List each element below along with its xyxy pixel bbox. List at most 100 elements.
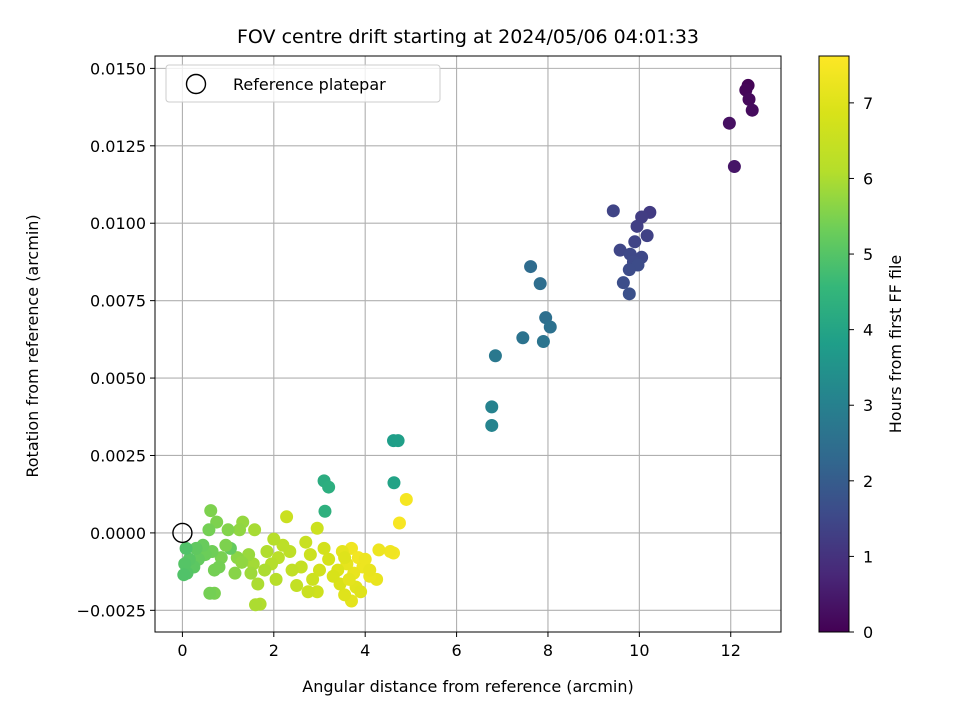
scatter-point [392,516,406,530]
scatter-point [742,92,756,106]
scatter-point [338,551,352,565]
y-tick-label: −0.0025 [77,601,146,620]
scatter-point [485,418,499,432]
x-tick-label: 0 [177,641,187,660]
scatter-point [613,243,627,257]
plot-frame [154,55,782,633]
data-points [172,78,759,612]
scatter-point [290,579,304,593]
x-tick-label: 8 [543,641,553,660]
scatter-point [202,523,216,537]
legend-box [165,64,441,103]
scatter-point [267,532,281,546]
scatter-point [387,476,401,490]
scatter-point [488,349,502,363]
scatter-point [372,543,386,557]
scatter-point [177,568,191,582]
scatter-point [244,566,258,580]
scatter-point [536,335,550,349]
scatter-point [628,235,642,249]
scatter-point [358,552,372,566]
y-axis-label: Rotation from reference (arcmin) [23,214,42,477]
colorbar-tick-label: 0 [863,623,873,642]
scatter-point [640,229,654,243]
x-tick-label: 12 [721,641,741,660]
scatter-point [533,277,547,291]
scatter-point [310,521,324,535]
colorbar: 0 1 2 3 4 5 6 7 [818,55,873,642]
scatter-point [260,544,274,558]
scatter-point [258,563,272,577]
scatter-point [543,320,557,334]
scatter-point [317,541,331,555]
legend: Reference platepar [165,64,441,103]
chart-title: FOV centre drift starting at 2024/05/06 … [237,26,699,48]
scatter-point [235,555,249,569]
y-tick-label: 0.0075 [90,292,146,311]
scatter-point [338,588,352,602]
scatter-point [622,287,636,301]
scatter-point [745,103,759,117]
scatter-point [318,504,332,518]
grid [155,56,781,632]
scatter-point [722,116,736,130]
scatter-point [280,510,294,524]
scatter-point [203,586,217,600]
scatter-point [303,548,317,562]
scatter-point [221,523,235,537]
scatter-point [189,541,203,555]
colorbar-tick-label: 7 [863,94,873,113]
x-tick-label: 10 [629,641,649,660]
y-tick-label: 0.0100 [90,214,146,233]
scatter-point [207,563,221,577]
scatter-point [248,523,262,537]
scatter-point [301,585,315,599]
colorbar-tick-label: 5 [863,245,873,264]
scatter-point [485,400,499,414]
scatter-point [399,492,413,506]
reference-platepar-marker [172,522,193,544]
scatter-point [616,276,630,290]
x-tick-label: 6 [451,641,461,660]
y-tick-label: 0.0050 [90,369,146,388]
axes: 0 2 4 6 8 10 12 −0.0025 0.0000 0.0025 0.0050 0.0075… [77,55,782,660]
legend-marker-icon [185,73,207,95]
y-tick-label: 0.0125 [90,137,146,156]
y-tick-label: 0.0025 [90,446,146,465]
scatter-point [299,535,313,549]
colorbar-tick-label: 3 [863,396,873,415]
colorbar-tick-label: 4 [863,321,873,340]
scatter-point [276,538,290,552]
colorbar-label: Hours from first FF file [886,255,905,434]
scatter-point [322,480,336,494]
scatter-point [312,563,326,577]
scatter-point [310,585,324,599]
y-tick-label: 0.0000 [90,524,146,543]
scatter-point [727,160,741,174]
scatter-point [306,572,320,586]
y-tick-label: 0.0150 [90,59,146,78]
x-axis-label: Angular distance from reference (arcmin) [302,677,633,696]
colorbar-tick-label: 1 [863,547,873,566]
scatter-point [249,598,263,612]
legend-label: Reference platepar [233,75,386,94]
x-tick-label: 4 [360,641,370,660]
scatter-point [179,541,193,555]
scatter-point [228,566,242,580]
scatter-point [363,563,377,577]
scatter-point [285,563,299,577]
scatter-point [383,544,397,558]
scatter-point [233,523,247,537]
colorbar-gradient [818,55,850,633]
scatter-point [219,538,233,552]
scatter-point [178,557,192,571]
scatter-point [204,504,218,518]
colorbar-tick-label: 2 [863,472,873,491]
scatter-point [516,331,530,345]
scatter-point [322,552,336,566]
scatter-point [251,577,265,591]
scatter-point [354,585,368,599]
scatter-point [342,572,356,586]
scatter-point [391,434,405,448]
